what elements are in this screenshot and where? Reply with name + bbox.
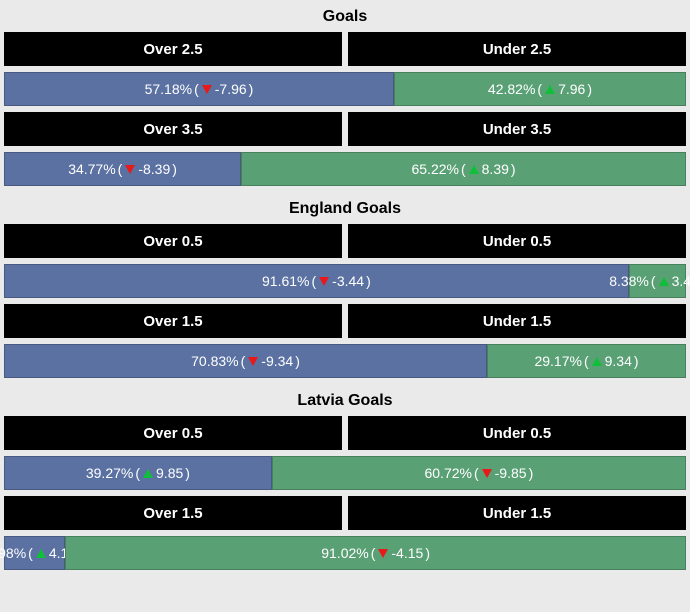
section: GoalsOver 2.5Under 2.5 57.18% ( -7.96) 42.… [0, 0, 690, 186]
header-over: Over 0.5 [4, 416, 342, 450]
arrow-down-icon [125, 165, 135, 174]
bar-over-segment: 91.61% ( -3.44) [4, 264, 629, 298]
section-title: Goals [0, 0, 690, 32]
under-pct: 8.38% [609, 273, 649, 289]
under-pct: 65.22% [411, 161, 458, 177]
bar-under-segment: 42.82% ( 7.96) [394, 72, 686, 106]
over-pct: 39.27% [86, 465, 133, 481]
arrow-up-icon [469, 165, 479, 174]
bar-under-segment: 8.38% ( 3.44) [629, 264, 686, 298]
section-title: England Goals [0, 192, 690, 224]
bar-over-text: 70.83% ( -9.34) [191, 353, 300, 369]
under-delta: 9.34 [605, 353, 632, 369]
bar-under-text: 65.22% ( 8.39) [411, 161, 515, 177]
over-delta: -9.34 [261, 353, 293, 369]
header-row: Over 1.5Under 1.5 [4, 304, 686, 338]
over-pct: 70.83% [191, 353, 238, 369]
arrow-up-icon [659, 277, 669, 286]
bar-under-segment: 65.22% ( 8.39) [241, 152, 686, 186]
header-over: Over 2.5 [4, 32, 342, 66]
bar-over-text: 39.27% ( 9.85) [86, 465, 190, 481]
under-delta: 3.44 [672, 273, 690, 289]
bar-row: 34.77% ( -8.39) 65.22% ( 8.39) [4, 152, 686, 186]
header-under: Under 1.5 [348, 304, 686, 338]
bar-over-text: 57.18% ( -7.96) [145, 81, 254, 97]
arrow-up-icon [592, 357, 602, 366]
arrow-down-icon [378, 549, 388, 558]
over-pct: 57.18% [145, 81, 192, 97]
header-row: Over 0.5Under 0.5 [4, 224, 686, 258]
arrow-up-icon [143, 469, 153, 478]
over-delta: -8.39 [138, 161, 170, 177]
bar-over-segment: 39.27% ( 9.85) [4, 456, 272, 490]
over-delta: -3.44 [332, 273, 364, 289]
header-over: Over 3.5 [4, 112, 342, 146]
header-over: Over 1.5 [4, 496, 342, 530]
header-under: Under 0.5 [348, 416, 686, 450]
over-delta: 9.85 [156, 465, 183, 481]
under-delta: 8.39 [482, 161, 509, 177]
bar-under-text: 29.17% ( 9.34) [534, 353, 638, 369]
arrow-down-icon [319, 277, 329, 286]
arrow-up-icon [36, 549, 46, 558]
bar-over-text: 91.61% ( -3.44) [262, 273, 371, 289]
bar-under-text: 91.02% ( -4.15) [321, 545, 430, 561]
arrow-down-icon [248, 357, 258, 366]
bar-over-segment: 70.83% ( -9.34) [4, 344, 487, 378]
section: England GoalsOver 0.5Under 0.5 91.61% ( -… [0, 192, 690, 378]
bar-under-segment: 29.17% ( 9.34) [487, 344, 686, 378]
bar-over-segment: 8.98% ( 4.15) [4, 536, 65, 570]
bar-over-text: 34.77% ( -8.39) [68, 161, 177, 177]
header-under: Under 0.5 [348, 224, 686, 258]
over-delta: -7.96 [215, 81, 247, 97]
over-pct: 8.98% [0, 545, 26, 561]
header-over: Over 1.5 [4, 304, 342, 338]
under-delta: -9.85 [495, 465, 527, 481]
under-pct: 29.17% [534, 353, 581, 369]
header-row: Over 1.5Under 1.5 [4, 496, 686, 530]
arrow-up-icon [545, 85, 555, 94]
bar-under-segment: 60.72% ( -9.85) [272, 456, 686, 490]
bar-row: 57.18% ( -7.96) 42.82% ( 7.96) [4, 72, 686, 106]
header-over: Over 0.5 [4, 224, 342, 258]
under-delta: -4.15 [391, 545, 423, 561]
under-pct: 91.02% [321, 545, 368, 561]
goals-infographic: GoalsOver 2.5Under 2.5 57.18% ( -7.96) 42.… [0, 0, 690, 570]
bar-under-segment: 91.02% ( -4.15) [65, 536, 686, 570]
bar-over-segment: 34.77% ( -8.39) [4, 152, 241, 186]
under-delta: 7.96 [558, 81, 585, 97]
over-pct: 34.77% [68, 161, 115, 177]
header-under: Under 3.5 [348, 112, 686, 146]
bar-under-text: 42.82% ( 7.96) [488, 81, 592, 97]
header-row: Over 0.5Under 0.5 [4, 416, 686, 450]
over-pct: 91.61% [262, 273, 309, 289]
bar-under-text: 8.38% ( 3.44) [609, 273, 690, 289]
bar-over-segment: 57.18% ( -7.96) [4, 72, 394, 106]
bar-under-text: 60.72% ( -9.85) [424, 465, 533, 481]
arrow-down-icon [482, 469, 492, 478]
arrow-down-icon [202, 85, 212, 94]
header-row: Over 3.5Under 3.5 [4, 112, 686, 146]
bar-row: 8.98% ( 4.15) 91.02% ( -4.15) [4, 536, 686, 570]
header-under: Under 1.5 [348, 496, 686, 530]
bar-row: 91.61% ( -3.44) 8.38% ( 3.44) [4, 264, 686, 298]
header-under: Under 2.5 [348, 32, 686, 66]
bar-row: 70.83% ( -9.34) 29.17% ( 9.34) [4, 344, 686, 378]
under-pct: 60.72% [424, 465, 471, 481]
section-title: Latvia Goals [0, 384, 690, 416]
bar-row: 39.27% ( 9.85) 60.72% ( -9.85) [4, 456, 686, 490]
section: Latvia GoalsOver 0.5Under 0.5 39.27% ( 9.… [0, 384, 690, 570]
under-pct: 42.82% [488, 81, 535, 97]
header-row: Over 2.5Under 2.5 [4, 32, 686, 66]
